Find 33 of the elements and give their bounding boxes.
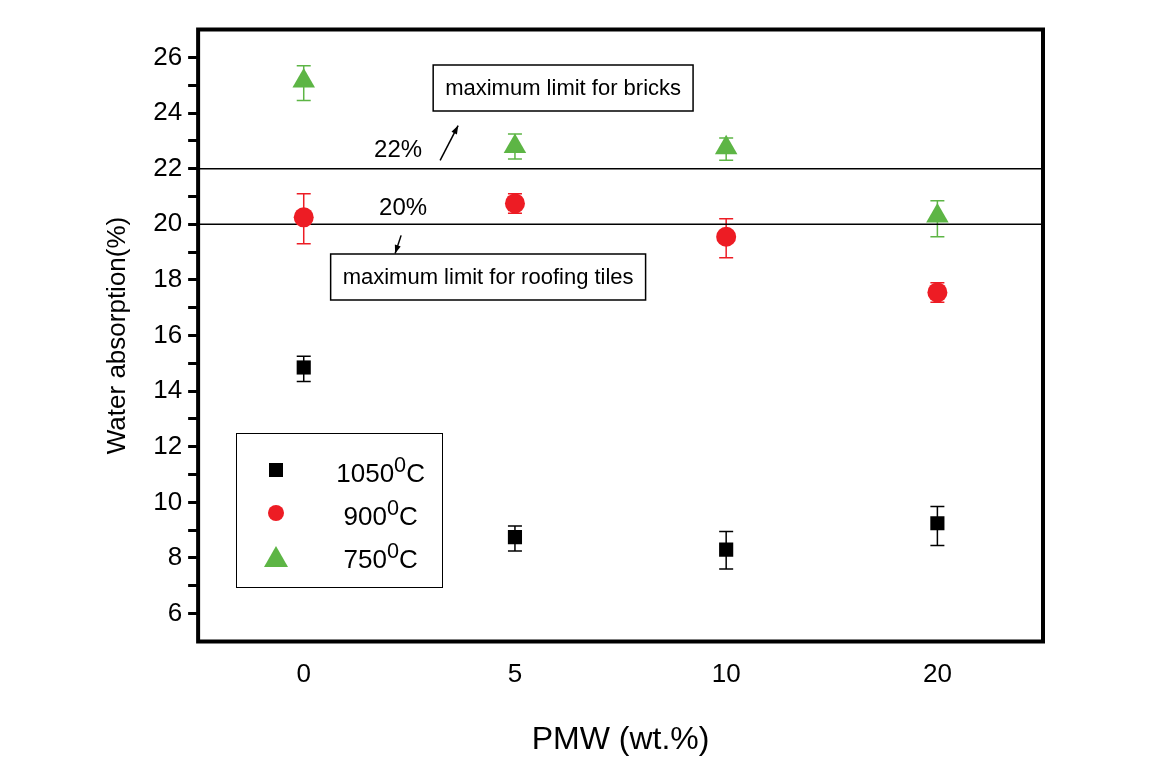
point [507,530,523,545]
ref-line-label: 20% [379,192,428,220]
legend-label: 900$^{0}$C [342,494,419,532]
ref-line-label: 22% [374,135,423,163]
y-tick-label: 16 [153,318,183,349]
y-tick-label: 20 [153,207,183,238]
annotation: maximum limit for bricks [445,75,682,101]
y-axis-title: Water absorption(%) [100,216,131,455]
y-tick-label: 8 [167,541,183,572]
y-tick-label: 6 [167,596,183,627]
y-tick-label: 24 [153,96,183,127]
annotation: maximum limit for roofing tiles [342,264,634,290]
point [719,542,734,557]
y-tick-label: 18 [153,263,183,294]
point [714,134,738,155]
point [930,516,945,531]
legend-label: 1050$^{0}$C [335,451,426,489]
x-tick-label: 20 [922,658,952,689]
point [926,202,949,223]
y-tick-label: 10 [153,485,183,516]
legend-label: 750$^{0}$C [342,537,419,575]
x-tick-label: 10 [711,658,741,689]
y-tick-label: 26 [153,40,183,71]
x-axis-title: PMW (wt.%) [531,719,710,756]
x-tick-label: 0 [296,658,311,689]
y-tick-label: 22 [153,151,183,182]
y-tick-label: 14 [153,374,183,405]
point [292,68,315,88]
point [716,226,737,247]
x-tick-label: 5 [507,658,523,689]
y-tick-label: 12 [153,429,183,460]
point [503,133,527,153]
point [296,360,311,375]
